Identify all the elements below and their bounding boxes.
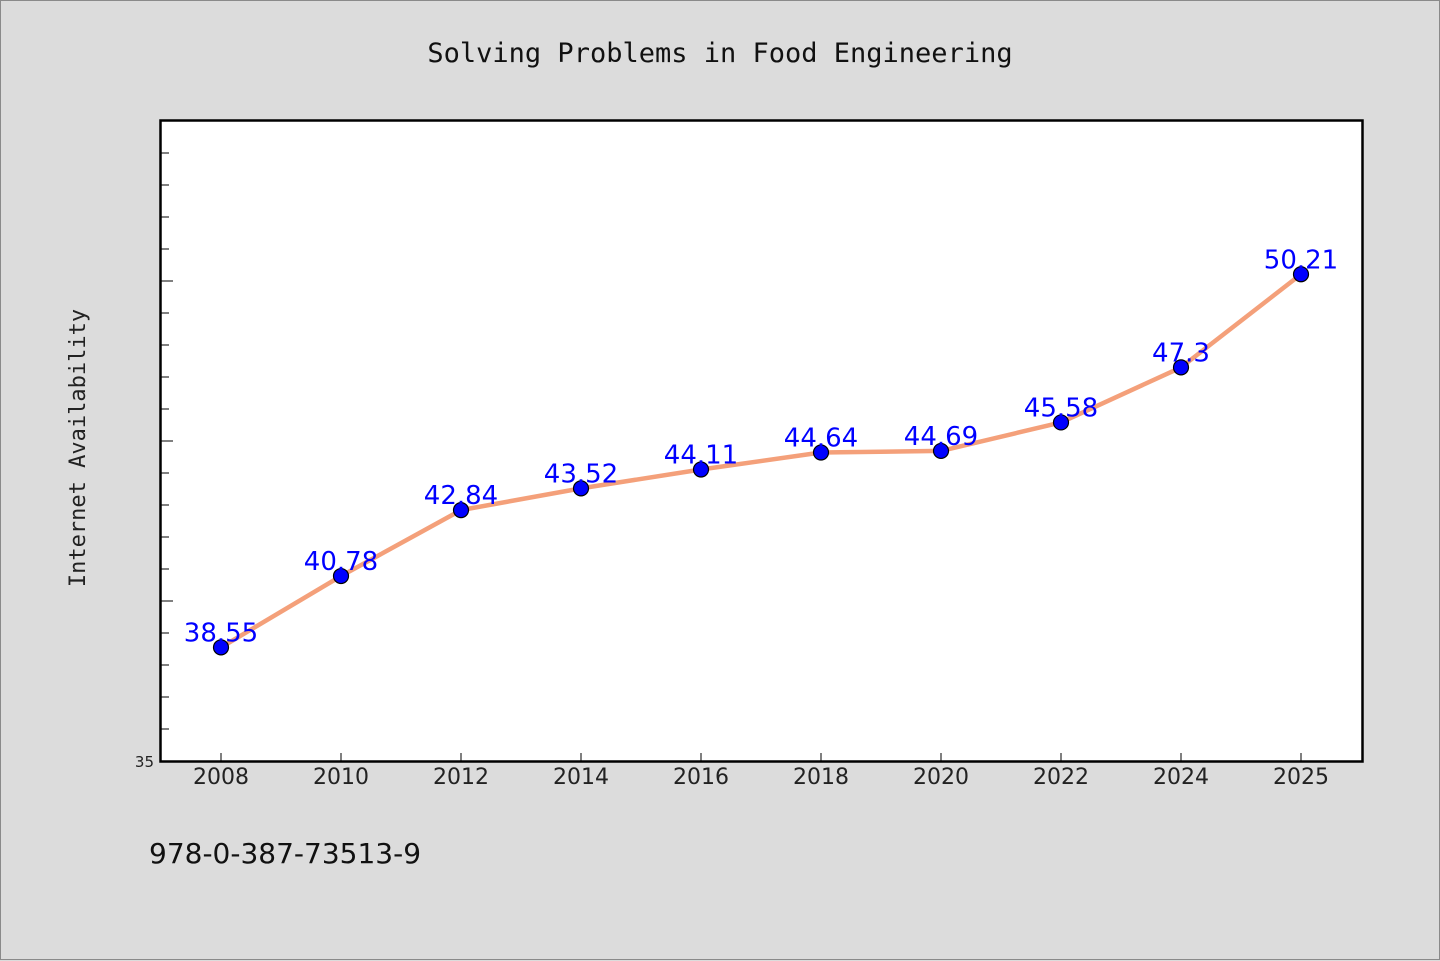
x-tick-label: 2014 (553, 765, 609, 790)
plot-area (159, 119, 1364, 763)
data-label: 44.11 (664, 440, 738, 470)
data-labels: 38.55 40.78 42.84 43.52 44.11 44.64 44.69 45.58… (184, 245, 1338, 648)
data-label: 42.84 (424, 481, 498, 511)
data-point (1292, 266, 1310, 283)
x-tick-label: 2020 (913, 765, 969, 790)
x-tick-label: 2018 (793, 765, 849, 790)
data-label: 38.55 (184, 618, 258, 648)
data-markers (212, 266, 1310, 656)
x-tick-label: 2022 (1033, 765, 1089, 790)
isbn-text: 978-0-387-73513-9 (149, 837, 421, 870)
y-axis-ticks: 35 (135, 152, 173, 771)
series-line-group (218, 272, 1304, 650)
x-tick-label: 2010 (313, 765, 369, 790)
x-tick-label: 2025 (1273, 765, 1329, 790)
series-line (218, 272, 1304, 650)
data-point (572, 480, 590, 497)
data-point (1172, 359, 1190, 376)
data-point (932, 442, 950, 460)
y-tick-label: 35 (135, 753, 154, 771)
data-point (212, 639, 230, 656)
data-point (692, 461, 710, 478)
x-tick-label: 2008 (193, 765, 249, 790)
data-label: 40.78 (304, 547, 378, 577)
data-point (452, 502, 470, 519)
data-point (1052, 414, 1070, 431)
data-label: 50.21 (1264, 245, 1338, 275)
data-label: 45.58 (1024, 393, 1098, 423)
x-tick-label: 2012 (433, 765, 489, 790)
x-axis-ticks: 2008 2010 2012 2014 2016 2018 2020 2022 2024 2025 (193, 753, 1329, 790)
y-axis-label: Internet Availability (66, 309, 91, 587)
data-point (812, 444, 830, 461)
data-label: 44.69 (904, 422, 978, 452)
data-label: 43.52 (544, 459, 618, 489)
data-point (332, 567, 350, 585)
x-tick-label: 2016 (673, 765, 729, 790)
chart-title: Solving Problems in Food Engineering (427, 38, 1012, 69)
data-label: 44.64 (784, 424, 858, 454)
data-label: 47.3 (1152, 338, 1210, 368)
x-tick-label: 2024 (1153, 765, 1209, 790)
